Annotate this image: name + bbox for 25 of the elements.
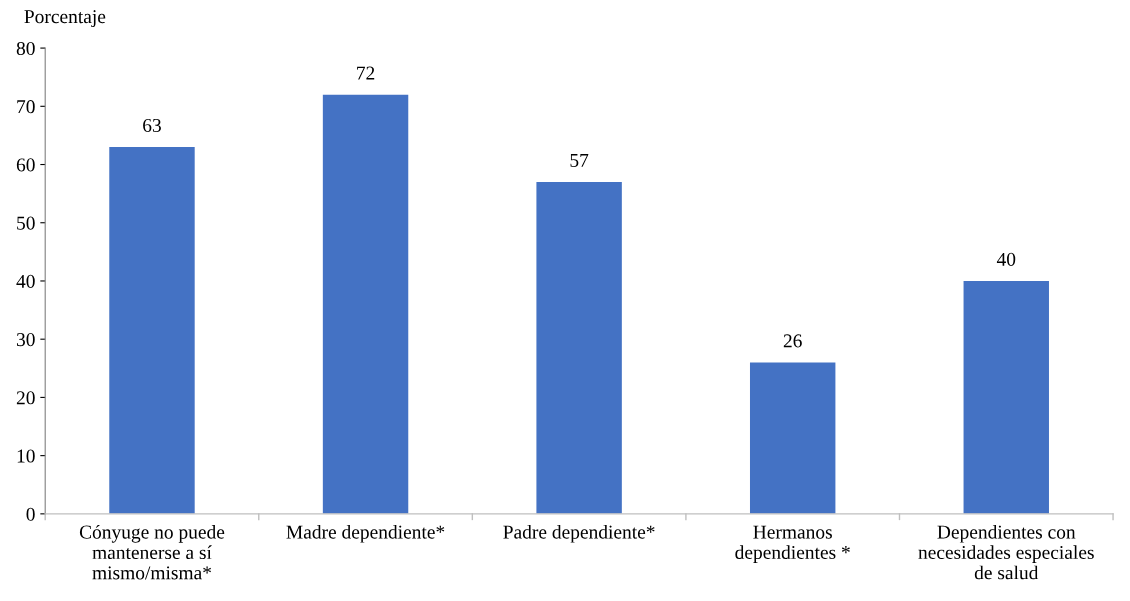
data-label: 57 <box>570 154 589 167</box>
y-tick-label: 70 <box>17 100 35 114</box>
y-tick-label: 40 <box>16 274 35 288</box>
bar <box>963 280 1049 514</box>
x-tick-label: Madre dependiente* <box>286 524 445 543</box>
data-label: 40 <box>996 252 1016 266</box>
y-tick-label: 10 <box>17 449 35 463</box>
y-tick-label: 50 <box>17 216 35 230</box>
y-tick-label: 60 <box>16 158 35 172</box>
y-axis-title: Porcentaje <box>24 10 106 28</box>
y-tick-label: 0 <box>26 507 35 521</box>
x-tick-label: Cónyuge no puede mantenerse a sí mismo/misma* <box>79 524 225 580</box>
x-tick-label: Dependientes con necesidades especiales de salud <box>918 524 1094 580</box>
data-label: 63 <box>143 118 161 132</box>
x-tick-label: Padre dependiente* <box>503 524 655 543</box>
data-label: 72 <box>357 66 375 80</box>
bar <box>322 94 409 514</box>
bar <box>749 362 836 514</box>
y-tick-label: 80 <box>16 41 35 56</box>
y-tick-label: 30 <box>16 333 35 347</box>
bar <box>536 181 622 514</box>
data-label: 26 <box>783 334 802 348</box>
bar <box>109 147 195 514</box>
y-tick-label: 20 <box>16 391 35 405</box>
x-tick-label: Hermanos dependientes * <box>735 525 850 563</box>
